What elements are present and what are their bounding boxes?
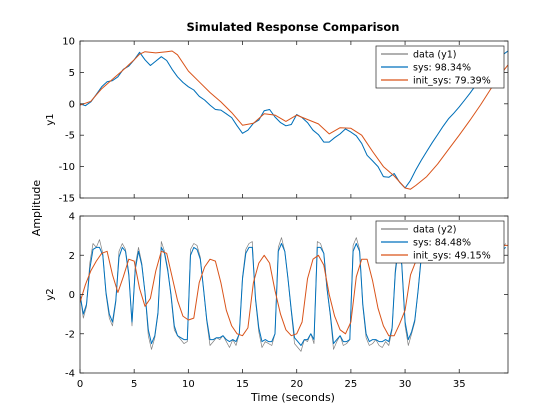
y-tick-label: 5	[69, 68, 75, 79]
axes-y1: -15 -10 -5 0 5 10 y1 data (y1) sys: 98.34% init_s…	[45, 37, 509, 205]
legend-label: data (y2)	[413, 225, 457, 236]
legend-label: init_sys: 79.39%	[413, 76, 491, 87]
series-line-2	[80, 50, 508, 189]
y-tick-label: 10	[62, 37, 75, 48]
y-tick-label: 2	[69, 251, 75, 262]
axis-ylabel: y2	[45, 288, 56, 300]
x-tick-label: 20	[290, 379, 303, 390]
x-tick-label: 0	[77, 379, 83, 390]
axes-y2: -4 -2 0 2 4 0 5 10 15 20 25 30 35 y2 data (y2) sys: 84.…	[45, 212, 509, 390]
legend-label: sys: 98.34%	[413, 63, 471, 74]
x-tick-label: 15	[236, 379, 249, 390]
legend-label: init_sys: 49.15%	[413, 251, 491, 262]
x-tick-label: 30	[399, 379, 412, 390]
y-tick-label: -15	[59, 194, 75, 205]
series-line-3	[80, 50, 508, 190]
figure-title: Simulated Response Comparison	[187, 20, 400, 34]
x-tick-label: 25	[345, 379, 358, 390]
axes-box	[79, 40, 509, 199]
x-tick-label: 5	[131, 379, 137, 390]
figure-xlabel: Time (seconds)	[250, 391, 335, 404]
legend-box	[375, 45, 505, 89]
y-tick-label: -5	[65, 131, 75, 142]
figure-ylabel: Amplitude	[30, 180, 43, 237]
legend: data (y2) sys: 84.48% init_sys: 49.15%	[375, 220, 505, 264]
y-tick-label: -2	[65, 329, 75, 340]
x-tick-label: 10	[182, 379, 195, 390]
y-tick-label: -4	[65, 369, 75, 380]
y-tick-label: -10	[59, 162, 75, 173]
y-tick-label: 0	[69, 290, 75, 301]
y-tick-label: 4	[69, 212, 75, 223]
legend-label: data (y1)	[413, 50, 457, 61]
legend-label: sys: 84.48%	[413, 238, 471, 249]
x-tick-label: 35	[453, 379, 466, 390]
y-tick-label: 0	[69, 99, 75, 110]
legend: data (y1) sys: 98.34% init_sys: 79.39%	[375, 45, 505, 89]
axis-ylabel: y1	[45, 113, 56, 125]
